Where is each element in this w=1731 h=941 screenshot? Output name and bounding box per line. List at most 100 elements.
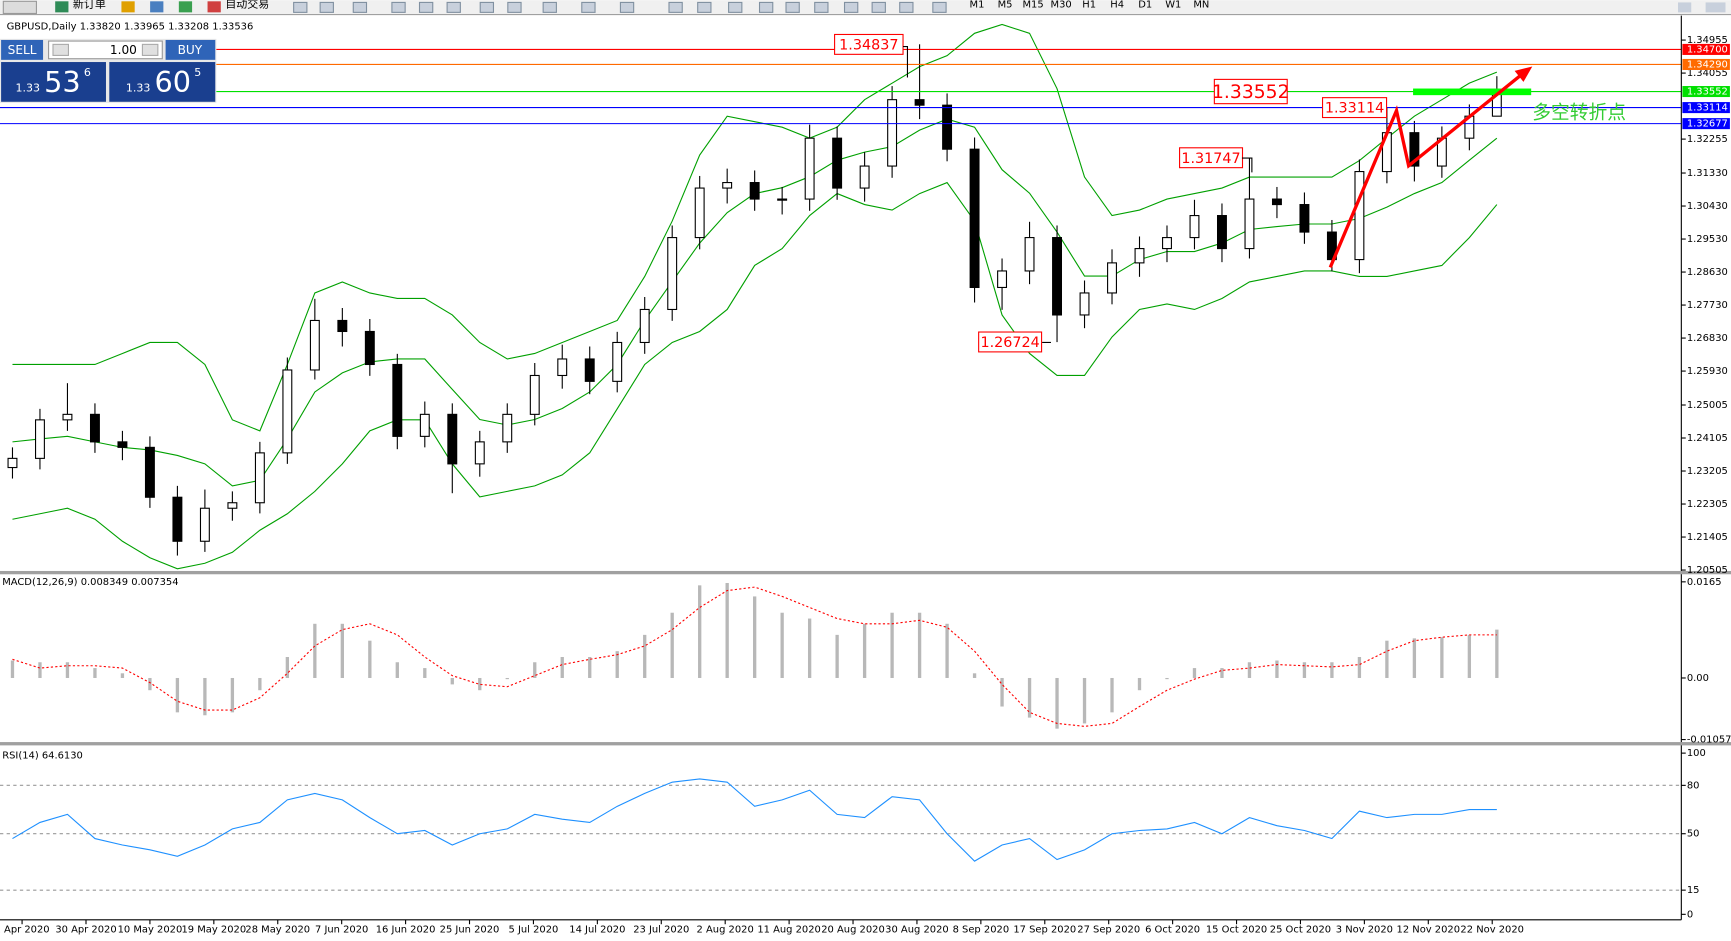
price-annotation-box xyxy=(1321,97,1388,119)
buy-label[interactable]: BUY xyxy=(178,43,203,57)
sell-label[interactable]: SELL xyxy=(8,43,37,57)
pane-separator xyxy=(0,742,1731,746)
toolbar-icon[interactable] xyxy=(619,1,635,13)
candle-body xyxy=(502,413,513,443)
macd-bar xyxy=(890,612,894,678)
timeframe-button[interactable]: M1 xyxy=(970,0,985,11)
price-axis xyxy=(1681,15,1731,941)
macd-bar xyxy=(1165,677,1169,680)
toolbar-icon[interactable] xyxy=(418,1,434,13)
trade-panel: SELL 1.00 BUY 1.33 53 6 1.33 60 5 xyxy=(0,38,217,103)
timeframe-button[interactable]: M15 xyxy=(1022,0,1043,11)
y-tick-label: 1.27730 xyxy=(1687,300,1728,311)
new-order-icon[interactable] xyxy=(55,1,69,13)
timeframe-button[interactable]: H1 xyxy=(1082,0,1096,11)
buy-big-figure: 1.33 xyxy=(126,82,151,95)
rsi-title: RSI(14) 64.6130 xyxy=(2,750,83,761)
toolbar-icon[interactable] xyxy=(932,1,947,13)
y-tick-label: 0.00 xyxy=(1687,673,1709,684)
macd-bar xyxy=(1467,634,1472,678)
toolbar-icon[interactable] xyxy=(581,1,596,13)
toolbar-icon[interactable] xyxy=(542,1,557,13)
new-order-button[interactable]: 新订单 xyxy=(73,0,106,11)
toolbar-icon[interactable] xyxy=(668,1,683,13)
buy-button[interactable] xyxy=(165,39,216,60)
toolbar-icon[interactable] xyxy=(814,1,829,13)
toolbar-icon[interactable] xyxy=(871,1,886,13)
candle-body xyxy=(1354,171,1365,261)
candle-body xyxy=(969,148,980,289)
macd-title: MACD(12,26,9) 0.008349 0.007354 xyxy=(2,577,178,588)
x-tick-label: 7 Jun 2020 xyxy=(315,925,368,936)
timeframe-button[interactable]: H4 xyxy=(1110,0,1124,11)
toolbar-icon[interactable] xyxy=(1705,2,1726,13)
auto-trading-button[interactable]: 自动交易 xyxy=(225,0,269,11)
toolbar-icon[interactable] xyxy=(391,1,406,13)
toolbar-icon[interactable] xyxy=(728,1,743,13)
toolbar-icon[interactable] xyxy=(446,1,461,13)
y-tick-label: 1.23205 xyxy=(1687,466,1728,477)
sell-price-box[interactable] xyxy=(1,62,106,102)
candle-body xyxy=(832,137,843,189)
toolbar-icon[interactable] xyxy=(785,1,800,13)
macd-bar xyxy=(1357,657,1362,678)
toolbar-icon[interactable] xyxy=(352,1,368,13)
timeframe-button[interactable]: D1 xyxy=(1138,0,1152,11)
macd-bar xyxy=(533,662,537,678)
toolbar-icon[interactable] xyxy=(121,1,135,13)
buy-price-box[interactable] xyxy=(109,62,216,102)
lot-up[interactable] xyxy=(141,43,159,56)
x-tick-label: 28 May 2020 xyxy=(245,925,310,936)
y-tick-label: 1.25005 xyxy=(1687,400,1728,411)
price-badge xyxy=(1682,58,1730,70)
candle-body xyxy=(777,198,788,201)
price-annotation-box xyxy=(1213,78,1288,105)
macd-bar xyxy=(945,623,949,678)
timeframe-button[interactable]: MN xyxy=(1193,0,1209,11)
annotation-leader xyxy=(903,46,909,78)
lot-down[interactable] xyxy=(52,43,69,56)
x-tick-label: 17 Sep 2020 xyxy=(1013,925,1076,936)
macd-bar xyxy=(1440,637,1444,678)
macd-bar xyxy=(1247,662,1252,678)
timeframe-button[interactable]: W1 xyxy=(1165,0,1181,11)
y-tick-label: 1.32255 xyxy=(1687,134,1728,145)
x-tick-label: 5 Jul 2020 xyxy=(509,925,559,936)
price-badge-label: 1.34700 xyxy=(1687,44,1728,55)
y-tick-label: 1.30430 xyxy=(1687,201,1728,212)
toolbar-icon[interactable] xyxy=(479,1,495,13)
sell-button[interactable] xyxy=(1,39,44,60)
candle-body xyxy=(1216,215,1227,250)
macd-bar xyxy=(395,662,399,678)
candle-body xyxy=(117,441,128,448)
toolbar-icon[interactable] xyxy=(843,1,859,13)
macd-bar xyxy=(505,677,509,680)
x-tick-label: 27 Sep 2020 xyxy=(1077,925,1140,936)
macd-bar xyxy=(368,640,372,678)
macd-bar xyxy=(725,583,729,678)
candle-body xyxy=(612,341,623,382)
candle-body xyxy=(859,165,870,189)
toolbar-icon[interactable] xyxy=(178,1,193,13)
x-tick-label: 25 Oct 2020 xyxy=(1270,925,1331,936)
trend-arrow xyxy=(1328,71,1525,269)
sell-big-figure: 1.33 xyxy=(15,82,40,95)
timeframe-button[interactable]: M5 xyxy=(998,0,1013,11)
lot-value[interactable]: 1.00 xyxy=(110,43,137,57)
toolbar-icon[interactable] xyxy=(899,1,914,13)
toolbar-icon[interactable] xyxy=(319,1,334,13)
toolbar-icon[interactable] xyxy=(2,0,37,15)
toolbar-icon[interactable] xyxy=(697,1,712,13)
toolbar-icon[interactable] xyxy=(507,1,522,13)
timeframe-button[interactable]: M30 xyxy=(1051,0,1072,11)
candle-body xyxy=(887,99,898,167)
candle-body xyxy=(62,413,73,421)
sell-pips: 53 xyxy=(44,65,81,99)
toolbar-icon[interactable] xyxy=(1678,2,1692,13)
toolbar-icon[interactable] xyxy=(293,1,308,13)
toolbar-icon[interactable] xyxy=(758,1,774,13)
lot-field[interactable] xyxy=(48,40,163,60)
auto-trading-icon[interactable] xyxy=(207,1,221,13)
toolbar-icon[interactable] xyxy=(150,1,164,13)
